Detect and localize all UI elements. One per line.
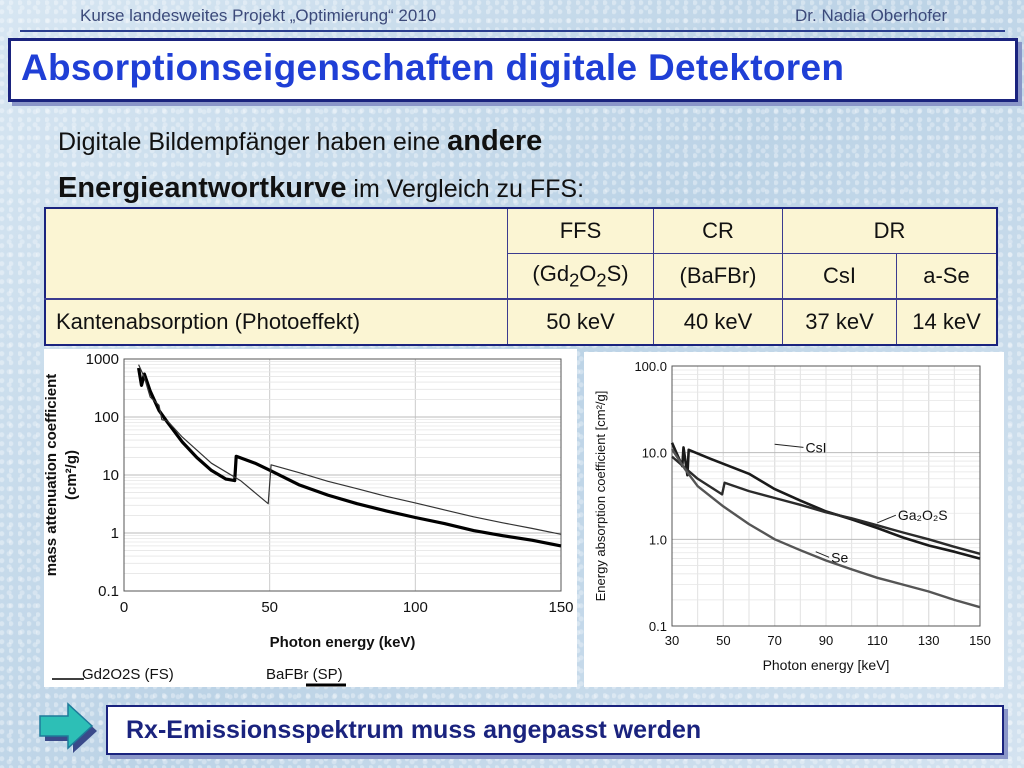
table-head-ffs: FFS [507, 207, 654, 254]
x-tick-label: 130 [918, 633, 940, 648]
y-tick-label: 100 [94, 409, 119, 426]
footer-box: Rx-Emissionsspektrum muss angepasst werd… [106, 705, 1004, 755]
x-tick-label: 50 [261, 599, 278, 616]
attenuation-chart-legend: Gd2O2S (FS) BaFBr (SP) [44, 658, 577, 688]
series-label-leader [774, 443, 804, 448]
legend-label-bafbr: BaFBr (SP) [266, 666, 343, 683]
subtitle-part1: Digitale Bildempfänger haben eine [58, 128, 448, 156]
y-tick-label: 1 [111, 525, 119, 542]
energy-absorption-chart: 30 50 70 90 110 130 150 0.1 1.0 10.0 100.0 Photon e… [593, 359, 991, 673]
subtitle-bold2: Energieantwortkurve [58, 172, 347, 204]
series-label-leader [877, 514, 897, 524]
subtitle-bold1: andere [447, 125, 543, 157]
table-sub-cr: (BaFBr) [653, 253, 783, 300]
table-value-ase: 14 keV [896, 298, 998, 346]
attenuation-chart-panel: 0 50 100 150 0.1 1 10 100 1000 Photon energy (keV… [43, 349, 577, 687]
y-tick-label: 100.0 [634, 359, 667, 374]
series-label-leader [815, 551, 830, 558]
series-line-3 [670, 448, 981, 609]
x-tick-label: 110 [867, 633, 888, 648]
header-course-text: Kurse landesweites Projekt „Optimierung“… [80, 6, 437, 25]
y-tick-label: 10 [102, 467, 119, 484]
y-tick-label: 1000 [86, 351, 119, 368]
table-sub-csi: CsI [782, 253, 897, 300]
edge-absorption-table: FFS CR DR (Gd2O2S) (BaFBr) CsI a-Se Kant… [44, 207, 998, 346]
y-tick-label: 10.0 [642, 446, 667, 461]
x-tick-label: 50 [716, 633, 730, 648]
table-value-cr: 40 keV [653, 298, 783, 346]
y-tick-label: 0.1 [649, 619, 667, 634]
series-label-2: Ga₂O₂S [898, 507, 948, 523]
x-tick-label: 30 [665, 633, 679, 648]
table-row-label: Kantenabsorption (Photoeffekt) [44, 298, 508, 346]
series-line-1 [137, 367, 562, 548]
footer-conclusion: Rx-Emissionsspektrum muss angepasst werd… [126, 716, 702, 744]
y-tick-label: 1.0 [649, 532, 667, 547]
table-head-dr: DR [782, 207, 998, 254]
series-line-1 [670, 442, 981, 560]
x-tick-label: 0 [120, 599, 128, 616]
header-divider [20, 30, 1005, 32]
energy-absorption-chart-panel: 30 50 70 90 110 130 150 0.1 1.0 10.0 100.0 Photon e… [584, 352, 1004, 687]
table-sub-ase: a-Se [896, 253, 998, 300]
header-bar: Kurse landesweites Projekt „Optimierung“… [0, 0, 1024, 32]
subtitle: Digitale Bildempfänger haben eine andere… [58, 118, 584, 212]
plot-frame [671, 365, 981, 627]
x-axis-label: Photon energy [keV] [763, 657, 890, 673]
y-tick-label: 0.1 [98, 583, 119, 600]
y-axis-label: Energy absorption coefficient [cm²/g] [593, 391, 608, 602]
x-tick-label: 70 [767, 633, 781, 648]
x-tick-label: 90 [819, 633, 833, 648]
subtitle-part2: im Vergleich zu FFS: [346, 175, 585, 203]
series-line-2 [138, 364, 562, 535]
x-tick-label: 150 [969, 633, 991, 648]
table-corner-cell [44, 207, 508, 300]
title-box: Absorptionseigenschaften digitale Detekt… [8, 38, 1018, 102]
attenuation-chart: 0 50 100 150 0.1 1 10 100 1000 Photon energy (keV… [43, 351, 574, 651]
x-axis-label: Photon energy (keV) [270, 634, 416, 651]
series-line-2 [671, 455, 981, 555]
table-sub-ffs: (Gd2O2S) [507, 253, 654, 300]
legend-label-gd2o2s: Gd2O2S (FS) [82, 666, 174, 683]
series-label-3: Se [831, 549, 848, 565]
x-tick-label: 150 [548, 599, 573, 616]
page-title: Absorptionseigenschaften digitale Detekt… [21, 47, 845, 88]
table-value-ffs: 50 keV [507, 298, 654, 346]
table-value-csi: 37 keV [782, 298, 897, 346]
y-axis-label: mass attenuation coefficient [44, 374, 60, 577]
series-label-1: CsI [805, 439, 826, 455]
x-tick-label: 100 [403, 599, 428, 616]
arrow-right-icon [39, 702, 97, 753]
y-axis-unit: (cm²/g) [63, 450, 80, 500]
header-author-text: Dr. Nadia Oberhofer [795, 6, 948, 25]
plot-frame [123, 358, 562, 592]
table-head-cr: CR [653, 207, 783, 254]
